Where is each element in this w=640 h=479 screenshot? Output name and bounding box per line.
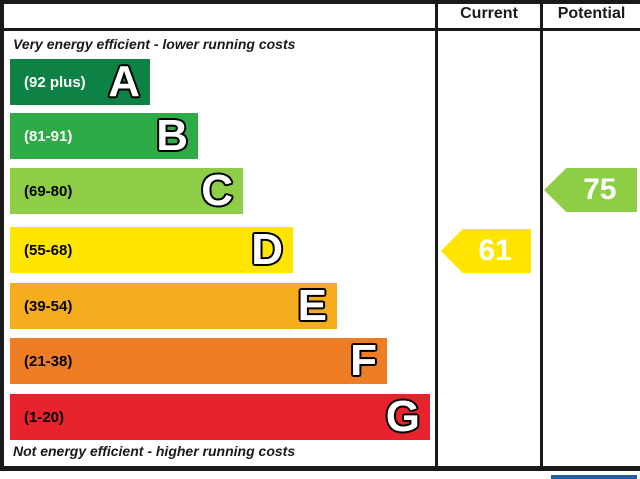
table-border-bottom	[0, 466, 640, 471]
band-g-letter: G	[385, 392, 420, 441]
band-d-range: (55-68)	[24, 241, 73, 259]
caption-very-efficient: Very energy efficient - lower running co…	[13, 36, 296, 52]
band-e-range: (39-54)	[24, 297, 73, 315]
potential-column-divider	[540, 0, 543, 471]
current-column-divider	[435, 0, 438, 471]
band-e-letter: E	[297, 281, 327, 330]
eu-directive-box-edge	[551, 475, 637, 479]
band-f-letter: F	[350, 336, 377, 385]
band-c: (69-80) C	[10, 168, 243, 214]
band-a-range: (92 plus)	[24, 73, 86, 91]
band-a: (92 plus) A	[10, 59, 150, 105]
band-b-range: (81-91)	[24, 127, 73, 145]
band-g-range: (1-20)	[24, 408, 65, 426]
band-b: (81-91) B	[10, 113, 198, 159]
potential-rating-value: 75	[583, 173, 617, 206]
band-e: (39-54) E	[10, 283, 337, 329]
band-c-range: (69-80)	[24, 182, 73, 200]
caption-not-efficient: Not energy efficient - higher running co…	[13, 443, 296, 459]
band-d: (55-68) D	[10, 227, 293, 273]
potential-rating-arrow: 75	[544, 168, 637, 212]
band-a-letter: A	[108, 57, 140, 106]
table-border-top	[0, 0, 640, 4]
band-f: (21-38) F	[10, 338, 387, 384]
band-d-letter: D	[251, 225, 283, 274]
band-g: (1-20) G	[10, 394, 430, 440]
current-rating-arrow: 61	[441, 229, 531, 273]
potential-column-header: Potential	[557, 5, 626, 22]
band-c-letter: C	[201, 166, 233, 215]
current-column-header: Current	[460, 5, 518, 22]
header-divider-line	[0, 28, 640, 31]
band-b-letter: B	[156, 111, 188, 160]
table-border-left	[0, 0, 4, 471]
band-f-range: (21-38)	[24, 352, 73, 370]
current-rating-value: 61	[478, 234, 512, 267]
